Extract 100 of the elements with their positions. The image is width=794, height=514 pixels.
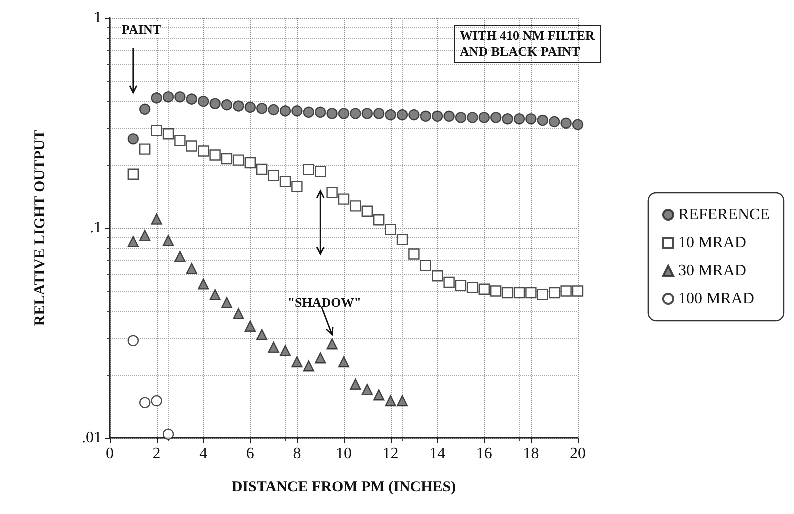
point bbox=[303, 360, 314, 372]
point bbox=[221, 297, 233, 308]
y-tick-label: 1 bbox=[94, 10, 102, 26]
point bbox=[151, 92, 162, 104]
point bbox=[455, 280, 467, 292]
point bbox=[362, 384, 373, 396]
point bbox=[537, 114, 548, 126]
point bbox=[280, 345, 292, 356]
point bbox=[174, 251, 186, 262]
point bbox=[374, 108, 385, 120]
point bbox=[315, 106, 326, 118]
point bbox=[244, 102, 256, 114]
point bbox=[128, 134, 139, 145]
point bbox=[162, 128, 174, 140]
x-tick-label: 12 bbox=[382, 446, 399, 462]
point bbox=[338, 356, 350, 368]
point bbox=[233, 100, 244, 112]
point bbox=[514, 114, 526, 125]
point bbox=[210, 150, 221, 161]
legend-label: REFERENCE bbox=[678, 206, 770, 224]
point bbox=[162, 428, 174, 440]
point bbox=[396, 109, 408, 121]
point bbox=[490, 286, 502, 297]
point bbox=[256, 329, 268, 340]
x-tick-label: 16 bbox=[476, 446, 492, 462]
point bbox=[350, 378, 362, 390]
point bbox=[526, 114, 537, 125]
point bbox=[221, 153, 233, 165]
point bbox=[396, 395, 408, 407]
point bbox=[198, 96, 210, 108]
point bbox=[444, 110, 455, 122]
legend-label: 30 MRAD bbox=[678, 262, 746, 280]
point bbox=[385, 224, 396, 236]
point bbox=[151, 125, 162, 136]
point bbox=[467, 282, 478, 294]
point bbox=[467, 112, 478, 124]
point bbox=[478, 112, 490, 124]
point bbox=[174, 135, 186, 146]
point bbox=[560, 118, 572, 129]
point bbox=[549, 287, 560, 299]
point bbox=[198, 278, 210, 290]
point bbox=[350, 200, 362, 212]
point bbox=[210, 289, 221, 301]
point bbox=[151, 395, 162, 407]
point bbox=[233, 308, 244, 320]
point bbox=[268, 170, 280, 182]
annotation: "SHADOW" bbox=[288, 294, 362, 311]
point bbox=[408, 248, 420, 260]
point bbox=[374, 214, 385, 226]
point bbox=[280, 106, 292, 117]
point bbox=[303, 164, 314, 176]
x-tick-label: 4 bbox=[200, 446, 208, 462]
point bbox=[385, 395, 396, 407]
point bbox=[572, 286, 584, 297]
point bbox=[432, 270, 444, 282]
point bbox=[292, 181, 303, 192]
point bbox=[292, 356, 303, 368]
point bbox=[186, 263, 198, 274]
point bbox=[537, 289, 548, 301]
point bbox=[420, 260, 432, 272]
x-tick-label: 18 bbox=[523, 446, 540, 462]
point bbox=[502, 287, 514, 299]
point bbox=[326, 108, 338, 120]
x-tick-label: 8 bbox=[293, 446, 302, 462]
point bbox=[256, 103, 268, 114]
point bbox=[396, 234, 408, 246]
point bbox=[350, 108, 362, 120]
point bbox=[233, 154, 244, 166]
x-tick-label: 6 bbox=[246, 446, 254, 462]
point bbox=[140, 144, 151, 155]
point bbox=[385, 109, 396, 121]
point bbox=[140, 397, 151, 408]
point bbox=[408, 109, 420, 121]
annotation: PAINT bbox=[122, 22, 162, 38]
point bbox=[478, 284, 490, 296]
point bbox=[315, 352, 326, 364]
point bbox=[128, 168, 139, 180]
point bbox=[490, 112, 502, 124]
point bbox=[315, 166, 326, 178]
point bbox=[140, 104, 151, 116]
point bbox=[374, 390, 385, 401]
x-tick-label: 20 bbox=[570, 446, 586, 462]
point bbox=[162, 92, 174, 103]
point bbox=[432, 110, 444, 122]
y-tick-label: .1 bbox=[90, 220, 102, 236]
point bbox=[455, 112, 467, 124]
point bbox=[303, 106, 314, 118]
point bbox=[268, 104, 280, 116]
point bbox=[338, 194, 350, 205]
point bbox=[174, 92, 186, 103]
legend-label: 100 MRAD bbox=[678, 290, 754, 308]
point bbox=[326, 338, 338, 350]
point bbox=[362, 206, 373, 217]
point bbox=[549, 116, 560, 128]
point bbox=[268, 342, 280, 354]
x-tick-label: 0 bbox=[106, 446, 114, 462]
point bbox=[186, 140, 198, 152]
point bbox=[280, 176, 292, 188]
x-axis-title: DISTANCE FROM PM (INCHES) bbox=[232, 480, 456, 496]
point bbox=[221, 99, 233, 111]
